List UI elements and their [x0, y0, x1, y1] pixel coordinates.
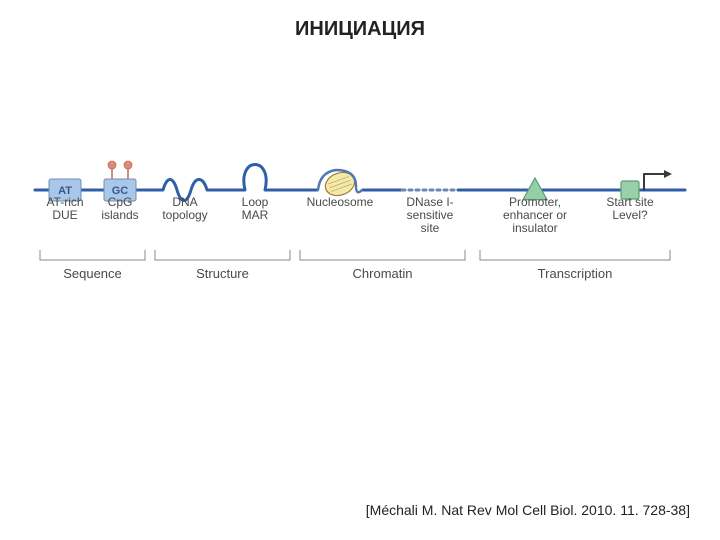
element-label-startSite: Level?	[612, 208, 648, 222]
element-label-dnaTopology: DNA	[172, 195, 197, 209]
element-label-atBox: AT-rich	[46, 195, 83, 209]
element-label-dnase: DNase I-	[406, 195, 453, 209]
element-label-gcBox: islands	[101, 208, 138, 222]
element-label-startSite: Start site	[606, 195, 654, 209]
group-label: Chromatin	[353, 266, 413, 281]
element-label-dnase: sensitive	[407, 208, 454, 222]
group-label: Structure	[196, 266, 249, 281]
element-label-promoter: enhancer or	[503, 208, 567, 222]
diagram-svg: ATGCAT-richDUECpGislandsDNAtopologyLoopM…	[30, 150, 690, 330]
element-label-nucleosome: Nucleosome	[307, 195, 374, 209]
element-label-dnase: site	[421, 221, 440, 235]
diagram-container: ATGCAT-richDUECpGislandsDNAtopologyLoopM…	[30, 150, 690, 330]
element-label-atBox: DUE	[52, 208, 77, 222]
element-label-loopMar: Loop	[242, 195, 269, 209]
group-label: Transcription	[538, 266, 613, 281]
element-label-dnaTopology: topology	[162, 208, 207, 222]
element-label-loopMar: MAR	[242, 208, 269, 222]
element-label-gcBox: CpG	[108, 195, 133, 209]
page-title: ИНИЦИАЦИЯ	[280, 18, 440, 40]
element-label-promoter: insulator	[512, 221, 557, 235]
group-label: Sequence	[63, 266, 122, 281]
citation-text: [Méchali M. Nat Rev Mol Cell Biol. 2010.…	[366, 502, 690, 518]
element-label-promoter: Promoter,	[509, 195, 561, 209]
